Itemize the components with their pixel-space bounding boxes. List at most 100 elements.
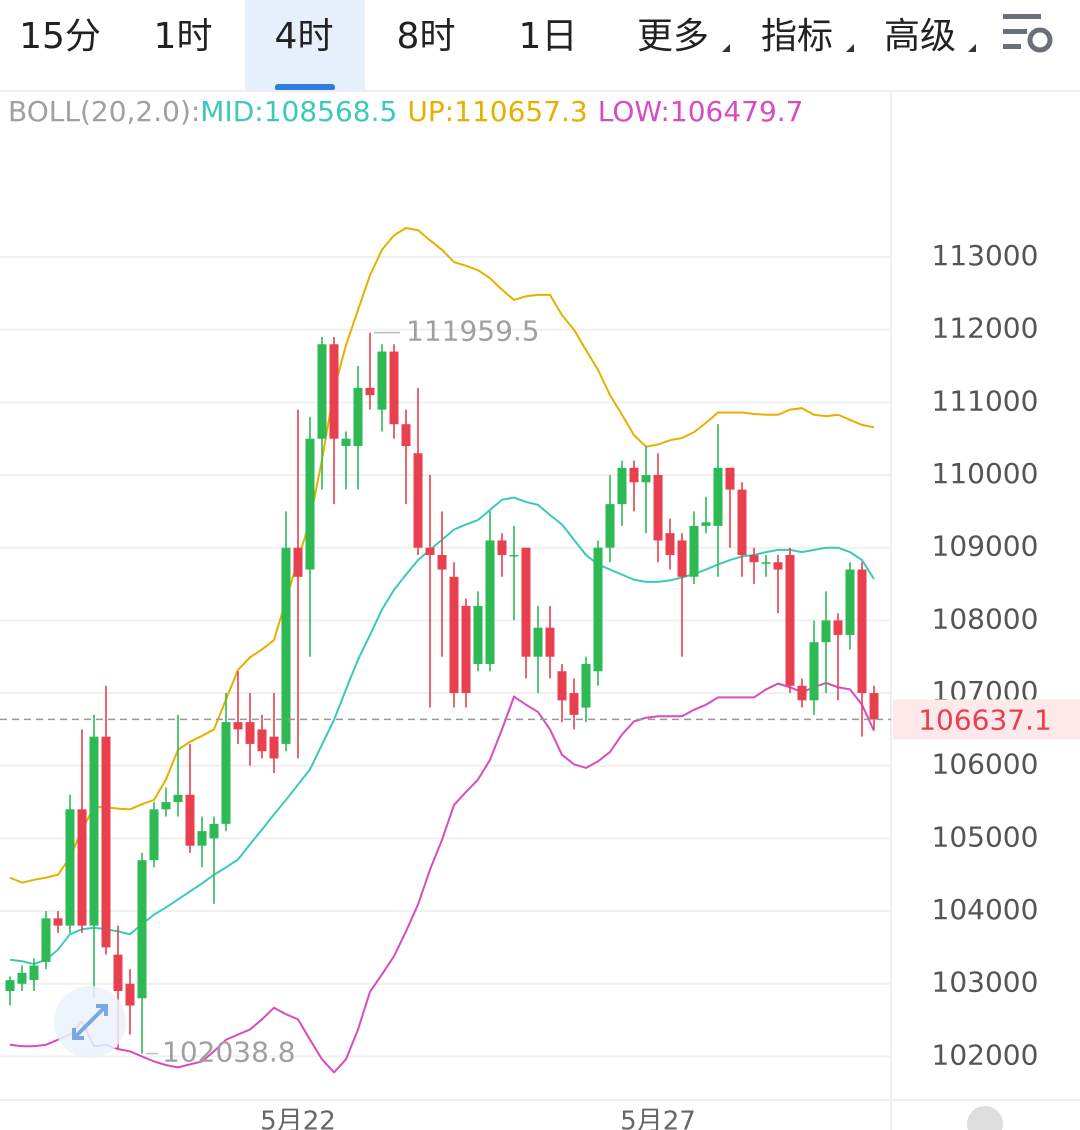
y-tick-label: 110000: [932, 457, 1039, 490]
candle-body: [65, 809, 75, 926]
k-button[interactable]: [967, 1106, 1003, 1130]
tab[interactable]: 1日: [519, 16, 578, 57]
candle-body: [557, 671, 567, 701]
candle-body: [197, 831, 207, 846]
candle-body: [725, 467, 735, 490]
tab[interactable]: 指标: [761, 16, 833, 57]
candle-body: [521, 547, 531, 657]
candle-body: [233, 722, 243, 730]
candle-body: [101, 736, 111, 948]
candle-body: [377, 351, 387, 410]
candle-body: [581, 663, 591, 708]
y-tick-label: 104000: [932, 893, 1039, 926]
band-line: [9, 681, 875, 1074]
candle-body: [245, 722, 255, 744]
last-price-box: [893, 699, 1080, 740]
y-tick-label: 106000: [932, 748, 1039, 781]
candle-body: [509, 554, 519, 557]
candle-body: [161, 802, 171, 810]
candle-body: [461, 605, 471, 694]
y-tick-label: 103000: [932, 966, 1039, 999]
candle-body: [569, 693, 579, 715]
candle-body: [305, 438, 315, 570]
candle-body: [173, 794, 183, 803]
candle-body: [17, 972, 27, 984]
candle-body: [389, 351, 399, 425]
last-price-label: 106637.1: [918, 703, 1052, 736]
labels: 1020001030001040001050001060001070001080…: [0, 239, 1080, 1130]
candle-body: [629, 467, 639, 483]
candle-body: [713, 467, 723, 526]
tab[interactable]: 4时: [275, 16, 334, 57]
candle-body: [293, 547, 303, 577]
indicator-legend: BOLL(20,2.0):MID:108568.5 UP:110657.3 LOW:…: [8, 95, 803, 128]
candle-body: [497, 540, 507, 555]
candle-body: [77, 809, 87, 926]
legend-name: LOW:: [598, 95, 670, 128]
candle-body: [5, 980, 15, 991]
candle-body: [761, 562, 771, 564]
y-tick-label: 105000: [932, 820, 1039, 853]
zoom-button[interactable]: [54, 986, 126, 1058]
candle-body: [413, 453, 423, 548]
candle-body: [149, 809, 159, 861]
candle-body: [533, 627, 543, 657]
candle-body: [41, 918, 51, 962]
y-tick-label: 111000: [932, 384, 1039, 417]
candle-body: [809, 642, 819, 701]
candle-body: [689, 525, 699, 577]
candle-body: [653, 475, 663, 541]
candle-body: [29, 965, 39, 981]
candle-body: [845, 569, 855, 635]
candle-body: [473, 605, 483, 664]
candle-body: [341, 438, 351, 446]
active-tab-indicator: [275, 84, 335, 91]
candle-body: [545, 627, 555, 657]
tab[interactable]: 15分: [19, 16, 101, 57]
candle-body: [317, 344, 327, 439]
candle-body: [857, 569, 867, 694]
x-tick-label: 5月22: [260, 1107, 336, 1130]
candle-body: [221, 722, 231, 824]
candle-body: [209, 823, 219, 839]
candle-body: [641, 475, 651, 483]
candle-body: [605, 504, 615, 548]
candle-body: [677, 540, 687, 577]
y-tick-label: 109000: [932, 530, 1039, 563]
tab[interactable]: 更多: [637, 16, 709, 57]
candle-body: [89, 736, 99, 926]
indicator-label: BOLL(20,2.0):: [8, 95, 200, 128]
tab[interactable]: 高级: [884, 16, 956, 57]
candle-body: [137, 860, 147, 999]
legend-value: 106479.7: [670, 95, 804, 128]
candle-body: [593, 547, 603, 672]
tab[interactable]: 8时: [397, 16, 456, 57]
dropdown-arrow: [846, 44, 854, 52]
legend-name: MID:: [200, 95, 263, 128]
candle-body: [437, 554, 447, 570]
active-tab-bg: [245, 0, 365, 90]
settings-icon[interactable]: [1003, 14, 1053, 53]
candle-body: [665, 533, 675, 555]
candle-body: [485, 540, 495, 664]
candle-body: [617, 467, 627, 505]
candle-body: [401, 424, 411, 446]
candle-body: [785, 554, 795, 686]
candle-body: [833, 620, 843, 635]
candle-body: [53, 918, 63, 926]
candle-body: [125, 983, 135, 1006]
candles: [5, 332, 879, 1054]
candle-body: [749, 554, 759, 563]
legend-value: 110657.3: [454, 95, 588, 128]
candle-body: [701, 522, 711, 526]
candle-body: [365, 387, 375, 396]
candle-body: [821, 620, 831, 643]
candle-body: [257, 729, 267, 752]
band-line: [9, 226, 875, 884]
candle-body: [737, 489, 747, 555]
tab[interactable]: 1时: [154, 16, 213, 57]
candle-body: [329, 344, 339, 439]
candle-body: [869, 693, 879, 720]
legend-value: 108568.5: [264, 95, 398, 128]
